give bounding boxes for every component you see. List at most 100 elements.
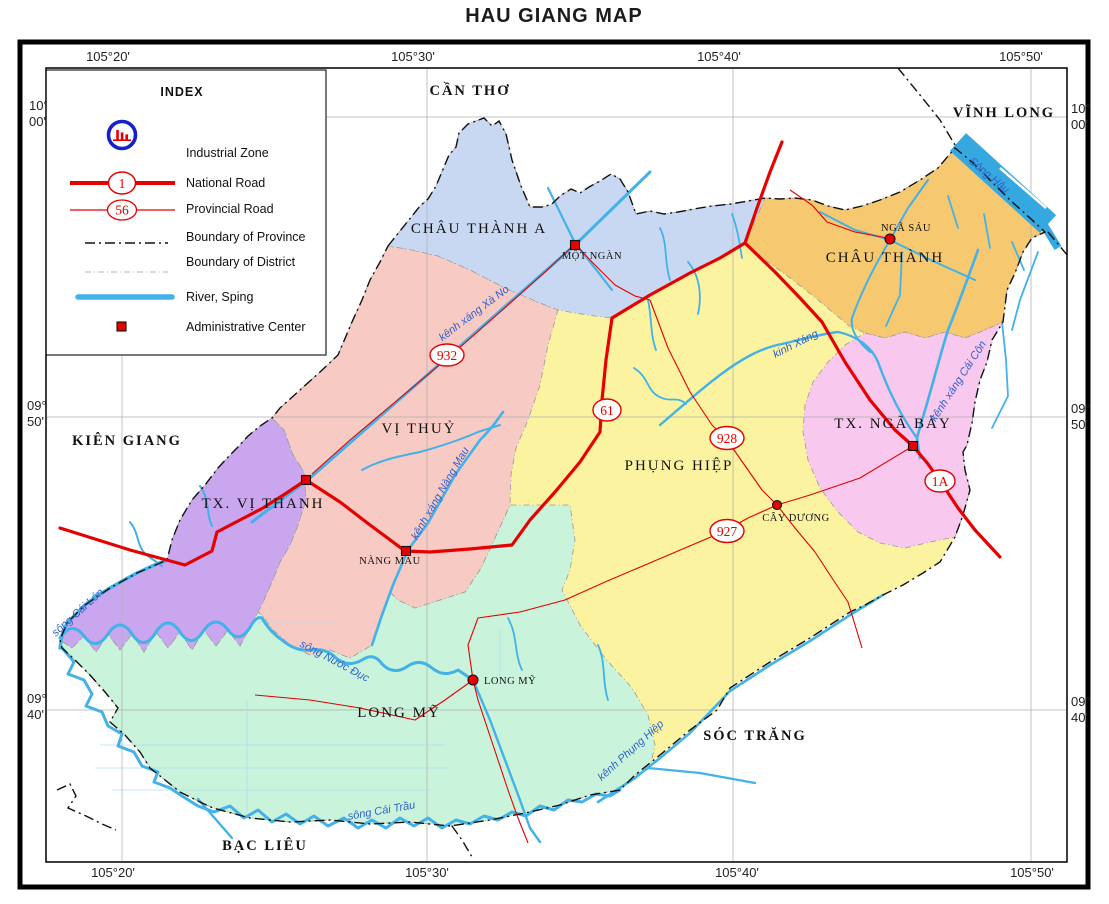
axis-bottom: 105°20' 105°30' 105°40' 105°50' [91,865,1054,880]
map-content: 932 61 928 927 1A [46,68,1067,862]
national-road-sample: 1 [70,171,175,195]
axis-tick-label: 105°40' [715,865,759,880]
boundary-segment [56,783,117,831]
legend-item-label: Boundary of Province [186,230,306,244]
legend-item-label: National Road [186,176,265,190]
graticule [46,68,1067,862]
axis-tick-label: 09° 40' [1071,694,1091,725]
river-chau-thanh-canal [889,179,929,241]
road-61 [58,140,784,567]
axis-tick-label: 105°40' [697,49,741,64]
river-nuoc-duc [58,616,475,682]
town-label-long-my: LONG MỸ [484,675,536,687]
bac-lieu-leader-line [196,797,234,840]
river-chau-thanh-canal [885,251,903,327]
river-vi-thuy-stream [361,424,501,471]
legend-title: INDEX [160,85,203,99]
boundary-segment [451,825,473,858]
admin-center-markers [300,233,919,686]
road-1a [743,241,1002,559]
town-labels: MỘT NGÀN NGÃ SÁU NÀNG MAU CÂY DƯƠNG LONG… [359,222,931,687]
district-label-long-my: LONG MỸ [357,705,441,721]
legend-item-label: River, Sping [186,290,253,304]
river-nang-mau [370,410,505,647]
road-badge-932: 932 [429,343,465,367]
neighbor-label-vinh-long: VĨNH LONG [953,103,1055,121]
district-label-chau-thanh: CHÂU THÀNH [826,249,944,266]
legend-item-label: Industrial Zone [186,146,269,160]
axis-tick-label: 10° 00' [29,98,49,129]
neighbor-label-bac-lieu: BẠC LIÊU [222,837,308,854]
axis-tick-label: 105°20' [91,865,135,880]
axis-tick-label: 09° 50' [27,398,47,429]
road-928 [649,299,863,649]
axis-top: 105°20' 105°30' 105°40' 105°50' [86,49,1043,64]
boundaries [56,68,1067,858]
axis-right: 10° 00' 09° 50' 09° 40' [1071,101,1091,725]
road-927-south [472,679,529,844]
admin-marker-cay-duong [771,499,783,511]
axis-left: 10° 00' 09° 50' 09° 40' [27,98,49,722]
road-badge-label: 932 [437,348,457,363]
neighbor-label-soc-trang: SÓC TRĂNG [703,727,807,744]
outer-map-border [17,39,1091,890]
boundary-segment [1047,231,1067,256]
axis-tick-label: 09° 40' [27,691,47,722]
road-932 [311,243,651,475]
axis-tick-label: 105°50' [1010,865,1054,880]
legend-item-label: Administrative Center [186,320,306,334]
provincial-road-sample: 56 [70,199,175,221]
district-area-chau-thanh-a [387,117,766,319]
district-label-tx-nga-bay: TX. NGÃ BẢY [834,415,951,432]
boundary-can-tho-vinh-long [897,68,956,146]
admin-marker-vi-thanh [300,474,312,486]
admin-marker-nga-sau [884,233,896,245]
legend-box [46,69,327,356]
admin-marker-nang-mau [400,545,412,557]
river-small-stream [633,299,687,405]
town-label-nga-sau: NGÃ SÁU [881,222,931,234]
road-nga-sau [789,189,889,239]
district-area-vi-thuy [257,245,559,659]
town-label-cay-duong: CÂY DƯƠNG [762,512,829,524]
road-badge-label: 1A [932,474,949,489]
district-label-phung-hiep: PHỤNG HIỆP [625,457,734,474]
page-title: HAU GIANG MAP [465,5,642,27]
district-labels: CHÂU THÀNH A CHÂU THÀNH VỊ THUỶ TX. VỊ T… [201,220,951,721]
road-badge-61: 61 [592,398,622,422]
river-phung-hiep-branch [646,766,757,785]
town-label-mot-ngan: MỘT NGÀN [562,250,622,262]
axis-tick-label: 105°50' [999,49,1043,64]
river-canal-mot-ngan [546,186,614,292]
river-chau-thanh-canal [850,239,891,353]
river-chau-thanh-canal [889,239,976,281]
road-badge-927: 927 [709,518,745,544]
road-927 [467,445,914,681]
legend-national-badge: 1 [119,176,126,191]
road-badge-label: 928 [717,431,738,446]
river-long-my-canal [471,678,542,844]
axis-tick-label: 105°30' [405,865,449,880]
river-kinh-xang [658,330,919,440]
river-phung-hiep [596,593,885,804]
district-label-chau-thanh-a: CHÂU THÀNH A [411,220,547,237]
legend-item-label: Boundary of District [186,255,296,269]
neighbor-labels: CẦN THƠ VĨNH LONG KIÊN GIANG SÓC TRĂNG B… [72,82,1055,854]
axis-tick-label: 10° 00' [1071,101,1091,132]
road-badge-label: 61 [600,403,614,418]
district-label-tx-vi-thanh: TX. VỊ THANH [201,496,324,512]
provincial-roads [254,189,914,844]
road-badges: 932 61 928 927 1A [429,343,956,544]
axis-tick-label: 105°30' [391,49,435,64]
road-badge-label: 927 [717,524,738,539]
admin-marker-mot-ngan [569,239,581,251]
neighbor-label-can-tho: CẦN THƠ [429,82,510,99]
road-badge-928: 928 [709,425,745,451]
river-small-stream [659,213,743,315]
legend: INDEX Industrial Zone 1 National Road 56… [46,69,327,356]
town-label-nang-mau: NÀNG MAU [359,555,420,567]
road-927-west [254,679,474,721]
river-chau-thanh-canal [947,195,1025,271]
axis-tick-label: 105°20' [86,49,130,64]
